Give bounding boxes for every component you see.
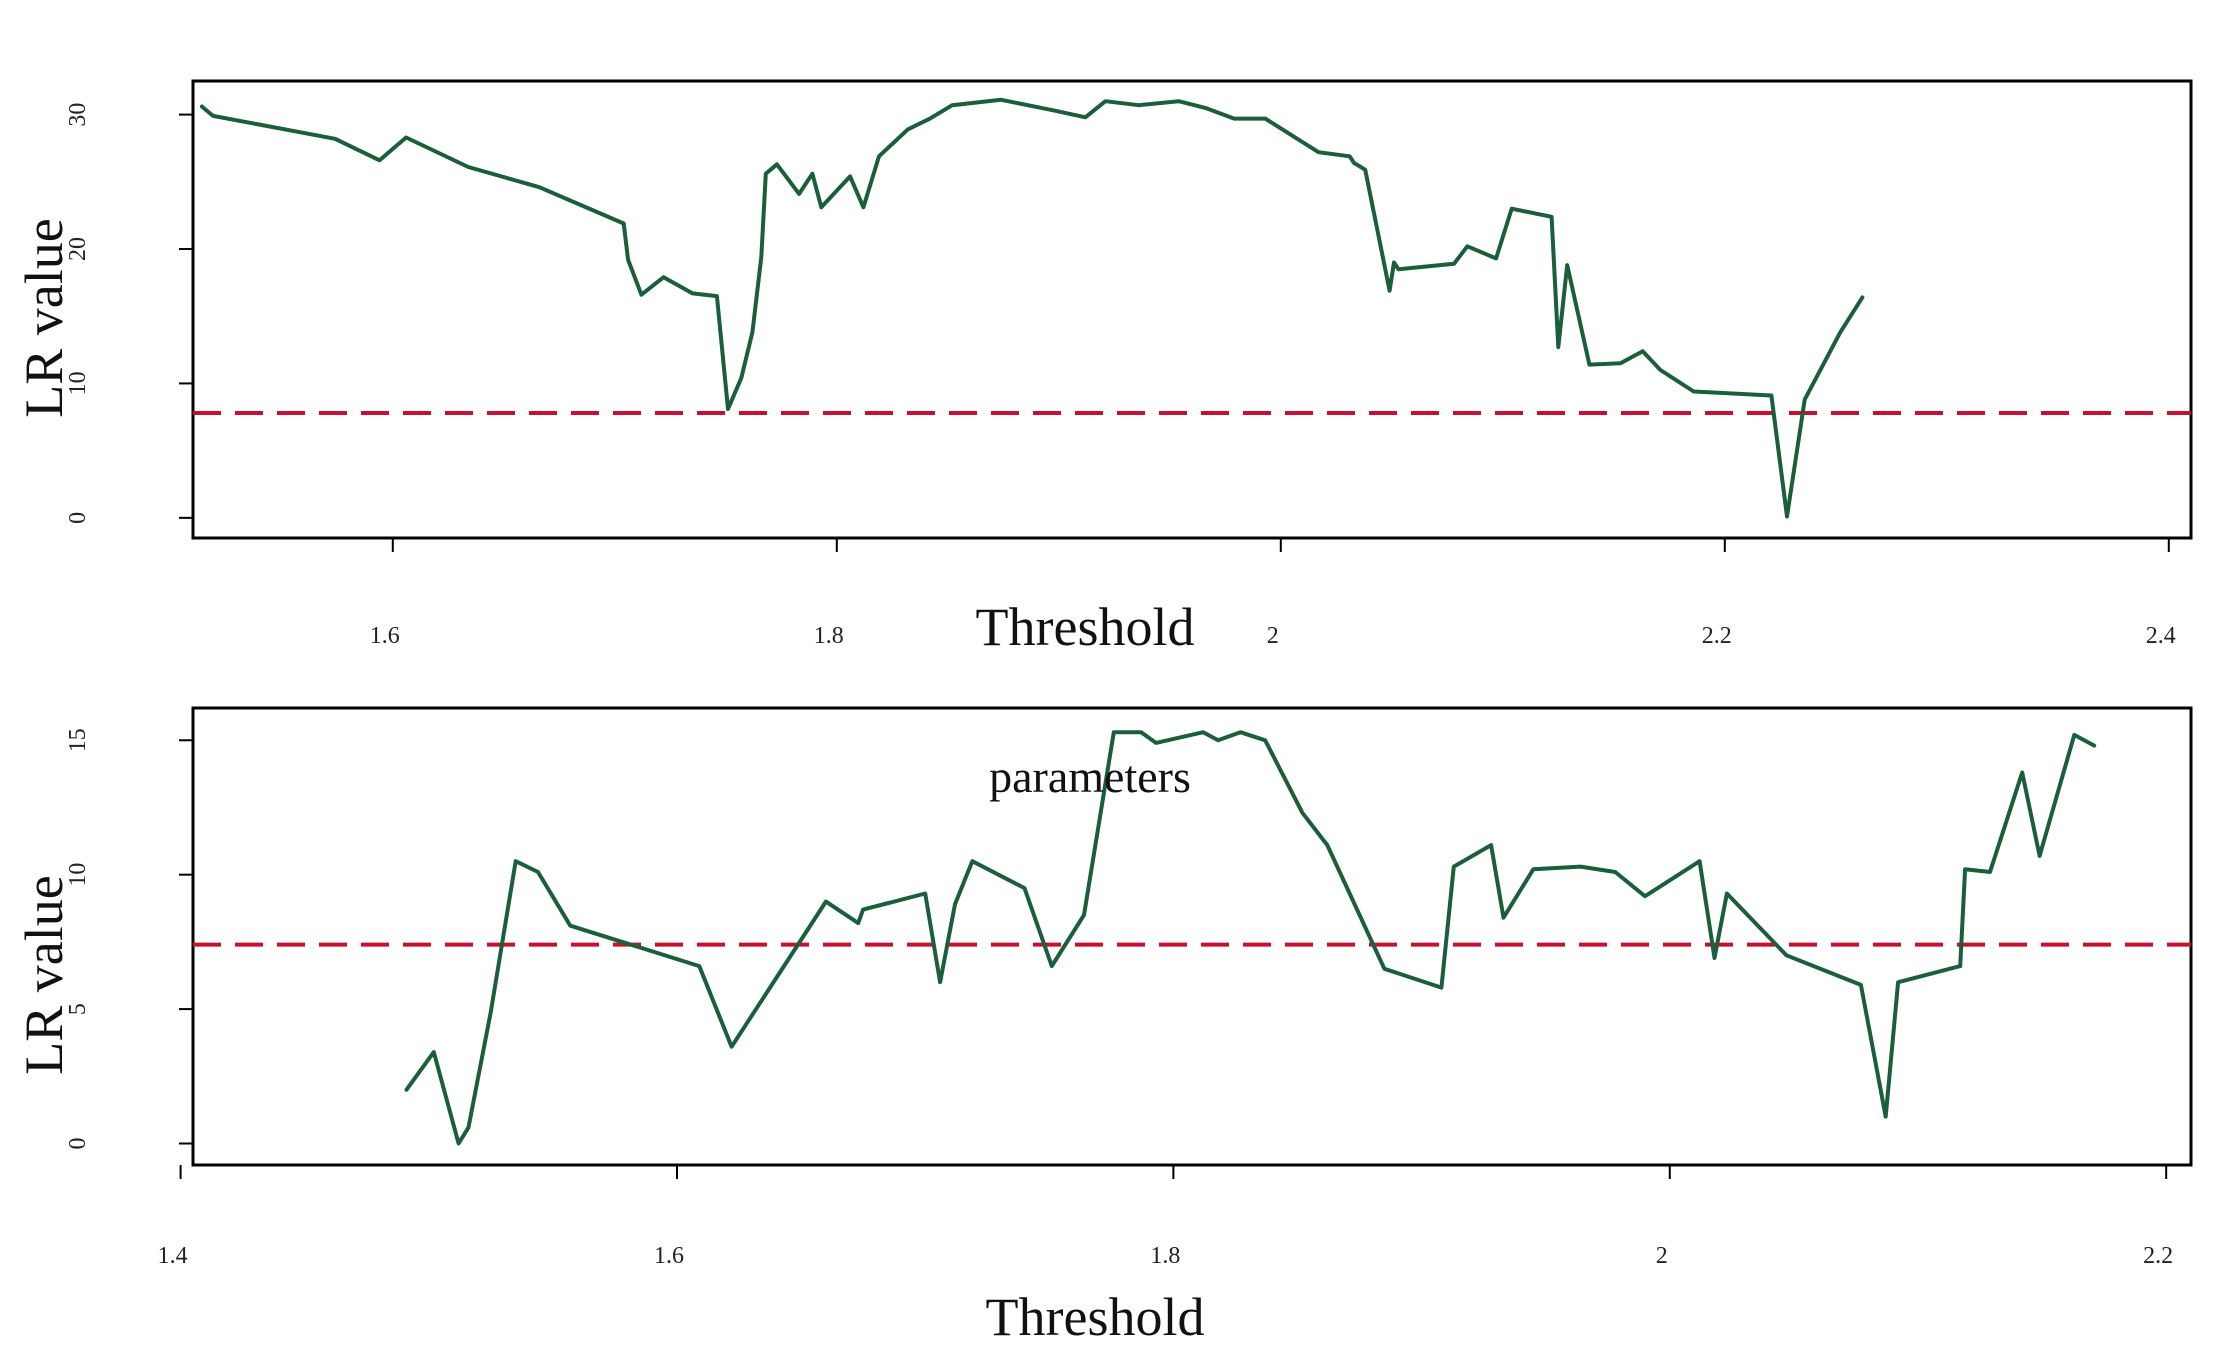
top-y-tick-label: 10 (65, 371, 91, 395)
bottom-x-tick-label: 2.2 (2143, 1243, 2173, 1269)
bottom-x-tick-label: 1.8 (1150, 1243, 1180, 1269)
top-y-tick-label: 0 (65, 512, 91, 524)
bottom-y-tick-label: 10 (65, 863, 91, 887)
bottom-plot-frame (191, 706, 2193, 1167)
top-x-axis-title: Threshold (976, 597, 1195, 657)
top-x-tick-label: 1.8 (814, 623, 844, 649)
top-x-tick-label: 2.2 (1702, 623, 1732, 649)
top-y-axis-title: LR value (14, 218, 74, 417)
top-y-ticks: 0 10 20 30 (65, 103, 193, 524)
bottom-chart-panel: 0 5 10 15 1.4 1.6 1.8 2 2.2 parameters LR value… (14, 706, 2193, 1346)
bottom-y-tick-label: 0 (65, 1137, 91, 1149)
bottom-y-tick-label: 15 (65, 728, 91, 752)
top-x-tick-label: 2 (1267, 623, 1279, 649)
bottom-x-axis-title: Threshold (986, 1287, 1205, 1346)
top-y-tick-label: 30 (65, 103, 91, 127)
top-plot-frame (191, 79, 2193, 540)
top-y-tick-label: 20 (65, 237, 91, 261)
top-x-ticks: 1.6 1.8 2 2.2 2.4 (370, 538, 2176, 649)
bottom-x-tick-label: 2 (1656, 1243, 1668, 1269)
top-x-tick-label: 2.4 (2146, 623, 2176, 649)
bottom-x-tick-label: 1.6 (654, 1243, 684, 1269)
top-series-line (199, 97, 1865, 519)
bottom-series-line (404, 730, 2097, 1146)
bottom-y-axis-title: LR value (14, 875, 74, 1074)
bottom-x-ticks: 1.4 1.6 1.8 2 2.2 (158, 1165, 2173, 1269)
bottom-y-ticks: 0 5 10 15 (65, 728, 193, 1149)
bottom-y-tick-label: 5 (65, 1003, 91, 1015)
bottom-annotation-text: parameters (989, 751, 1191, 802)
top-chart-panel: 0 10 20 30 1.6 1.8 2 2.2 2.4 LR value Threshold (14, 79, 2193, 657)
top-x-tick-label: 1.6 (370, 623, 400, 649)
bottom-x-tick-label: 1.4 (158, 1243, 188, 1269)
